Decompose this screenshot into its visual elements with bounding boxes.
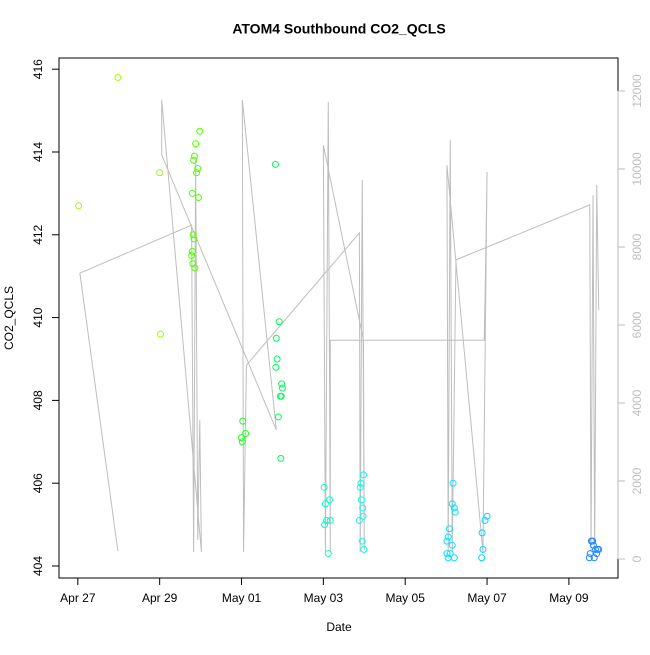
point [483, 512, 491, 520]
point [448, 541, 456, 549]
point [278, 384, 286, 392]
point [114, 73, 122, 81]
point [278, 380, 286, 388]
point [589, 537, 597, 545]
point [445, 525, 453, 533]
point [191, 264, 199, 272]
point [359, 471, 367, 479]
y2-tick-label: 6000 [630, 311, 644, 338]
y2-tick-label: 12000 [630, 74, 644, 108]
line [79, 99, 600, 553]
point [360, 545, 368, 553]
x-tick-label: May 07 [467, 591, 507, 605]
y-tick-label: 406 [31, 473, 45, 493]
point [359, 504, 367, 512]
point [275, 318, 283, 326]
point [190, 152, 198, 160]
point [239, 417, 247, 425]
point [449, 479, 457, 487]
point [591, 545, 599, 553]
y2-tick-label: 2000 [630, 467, 644, 494]
point [192, 169, 200, 177]
point [586, 550, 594, 558]
point [274, 413, 282, 421]
point [481, 516, 489, 524]
point [444, 533, 452, 541]
point [356, 483, 364, 491]
y2-tick-label: 8000 [630, 233, 644, 260]
point [585, 554, 593, 562]
point [593, 550, 601, 558]
point [242, 430, 250, 438]
point [272, 334, 280, 342]
y-tick-label: 416 [31, 59, 45, 79]
point [357, 496, 365, 504]
x-tick-label: May 01 [222, 591, 262, 605]
point [238, 438, 246, 446]
point [156, 169, 164, 177]
point [192, 140, 200, 148]
point [443, 550, 451, 558]
point [446, 550, 454, 558]
point [479, 545, 487, 553]
chart-title: ATOM4 Southbound CO2_QCLS [232, 21, 445, 37]
point [355, 516, 363, 524]
point [595, 545, 603, 553]
point [189, 231, 197, 239]
point [188, 247, 196, 255]
point [326, 516, 334, 524]
point [589, 541, 597, 549]
y-tick-label: 408 [31, 390, 45, 410]
point [448, 500, 456, 508]
point [450, 504, 458, 512]
point [325, 496, 333, 504]
point [321, 500, 329, 508]
point [450, 554, 458, 562]
point [156, 330, 164, 338]
point [238, 434, 246, 442]
y2-tick-label: 4000 [630, 389, 644, 416]
y-tick-label: 414 [31, 142, 45, 162]
x-tick-label: May 05 [386, 591, 426, 605]
point [320, 483, 328, 491]
point [277, 392, 285, 400]
y2-tick-label: 0 [630, 555, 644, 562]
y-axis-label: CO2_QCLS [2, 286, 16, 350]
point [188, 251, 196, 259]
y2-tick-label: 10000 [630, 152, 644, 186]
point [196, 127, 204, 135]
x-tick-label: May 09 [549, 591, 589, 605]
point [359, 512, 367, 520]
point [357, 479, 365, 487]
point [478, 529, 486, 537]
x-tick-label: May 03 [304, 591, 344, 605]
point [321, 521, 329, 529]
x-axis-label: Date [326, 620, 352, 634]
point [358, 537, 366, 545]
point [194, 165, 202, 173]
point [271, 160, 279, 168]
y-tick-label: 410 [31, 307, 45, 327]
y-tick-label: 404 [31, 556, 45, 576]
point [443, 537, 451, 545]
point [323, 516, 331, 524]
x-tick-label: Apr 27 [60, 591, 96, 605]
point [272, 363, 280, 371]
point [195, 194, 203, 202]
point [451, 508, 459, 516]
x-tick-label: Apr 29 [142, 591, 178, 605]
y-tick-label: 412 [31, 224, 45, 244]
point [273, 355, 281, 363]
point [478, 554, 486, 562]
point [190, 156, 198, 164]
point [190, 235, 198, 243]
point [324, 550, 332, 558]
point [188, 189, 196, 197]
point [75, 202, 83, 210]
point [277, 454, 285, 462]
point [189, 260, 197, 268]
